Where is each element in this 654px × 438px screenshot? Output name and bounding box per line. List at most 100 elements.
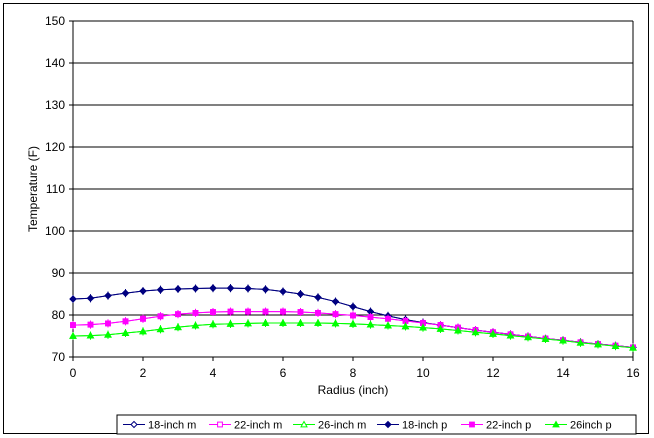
data-point <box>279 318 287 326</box>
x-tick-label: 12 <box>486 366 500 380</box>
data-point <box>244 319 252 327</box>
data-point <box>331 297 340 306</box>
data-point <box>314 293 322 302</box>
data-point <box>174 285 182 293</box>
x-tick-label: 6 <box>280 366 287 380</box>
legend-label: 18-inch m <box>148 420 196 432</box>
data-point <box>191 284 200 293</box>
data-point <box>69 331 77 339</box>
data-point <box>350 312 356 319</box>
data-point <box>552 420 560 428</box>
y-tick-label: 70 <box>52 350 66 364</box>
legend-entry: 22-inch p <box>461 420 531 432</box>
legend: 18-inch m 22-inch m 26-inch m 18-inch p 22-i… <box>116 414 637 435</box>
data-point <box>69 295 77 303</box>
data-point <box>384 321 392 329</box>
y-tick-label: 80 <box>52 308 66 322</box>
data-point <box>576 338 585 346</box>
legend-label: 26inch p <box>570 420 612 432</box>
y-tick-label: 90 <box>52 266 66 280</box>
data-point <box>175 311 181 318</box>
axes <box>69 20 634 361</box>
data-point <box>105 320 111 327</box>
legend-entry: 26-inch m <box>293 420 366 432</box>
data-point <box>244 284 252 293</box>
y-tick-label: 100 <box>45 224 65 238</box>
series-lines <box>69 284 637 352</box>
x-tick-label: 10 <box>416 366 430 380</box>
data-point <box>191 321 200 329</box>
data-point <box>227 308 234 315</box>
data-point <box>87 321 94 328</box>
chart-frame <box>3 3 649 434</box>
x-tick-label: 2 <box>140 366 147 380</box>
data-point <box>559 336 567 344</box>
legend-label: 26-inch m <box>318 420 366 432</box>
legend-label: 22-inch m <box>234 420 282 432</box>
data-point <box>296 318 305 326</box>
data-point <box>130 420 138 429</box>
x-tick-label: 4 <box>210 366 217 380</box>
y-tick-label: 140 <box>45 56 65 70</box>
data-point <box>209 320 217 328</box>
data-point <box>104 291 112 300</box>
y-tick-label: 130 <box>45 98 65 112</box>
data-point <box>226 284 235 292</box>
x-tick-label: 8 <box>350 366 357 380</box>
y-tick-label: 150 <box>45 14 65 28</box>
data-point <box>210 309 216 315</box>
data-point <box>262 308 269 315</box>
data-point <box>489 329 497 337</box>
data-point <box>296 290 305 298</box>
series-26inch-p <box>69 318 637 352</box>
data-point <box>297 309 304 315</box>
x-tick-label: 16 <box>626 366 640 380</box>
data-point <box>226 319 235 327</box>
data-point <box>366 320 375 328</box>
data-point <box>139 287 147 295</box>
data-point <box>261 318 270 326</box>
data-point <box>384 420 392 429</box>
data-point <box>629 343 637 351</box>
data-point <box>86 294 95 302</box>
y-tick-label: 110 <box>46 182 65 196</box>
data-point <box>385 315 391 322</box>
data-point <box>121 329 130 336</box>
data-point <box>469 421 475 428</box>
x-tick-label: 0 <box>70 366 77 380</box>
data-point <box>367 314 374 321</box>
data-point <box>471 328 480 336</box>
data-point <box>156 286 165 294</box>
y-axis-title: Temperature (F) <box>26 146 40 232</box>
x-tick-labels: 0 2 4 6 8 10 12 14 16 <box>70 366 640 380</box>
data-point <box>436 324 445 332</box>
data-point <box>611 342 620 349</box>
data-point <box>156 325 165 333</box>
x-axis-title: Radius (inch) <box>318 383 389 397</box>
legend-label: 18-inch p <box>402 420 447 432</box>
data-point <box>594 340 602 348</box>
data-point <box>401 322 410 330</box>
data-point <box>86 331 95 339</box>
data-point <box>419 323 427 331</box>
data-point <box>349 302 357 311</box>
data-point <box>139 327 147 335</box>
data-point <box>300 420 308 428</box>
data-point <box>192 310 199 316</box>
data-point <box>280 308 286 315</box>
data-point <box>121 289 130 297</box>
data-point <box>140 315 146 322</box>
legend-box <box>116 414 637 435</box>
data-point <box>70 322 76 328</box>
data-point <box>454 326 462 334</box>
legend-entry: 26inch p <box>545 420 612 432</box>
data-point <box>331 319 340 327</box>
data-point <box>209 284 217 292</box>
legend-entry: 18-inch m <box>123 420 196 432</box>
legend-label: 22-inch p <box>486 420 531 432</box>
x-tick-label: 14 <box>556 366 570 380</box>
legend-entry: 18-inch p <box>377 420 447 432</box>
data-point <box>217 421 223 428</box>
legend-entry: 22-inch m <box>209 420 282 432</box>
data-point <box>524 333 532 341</box>
